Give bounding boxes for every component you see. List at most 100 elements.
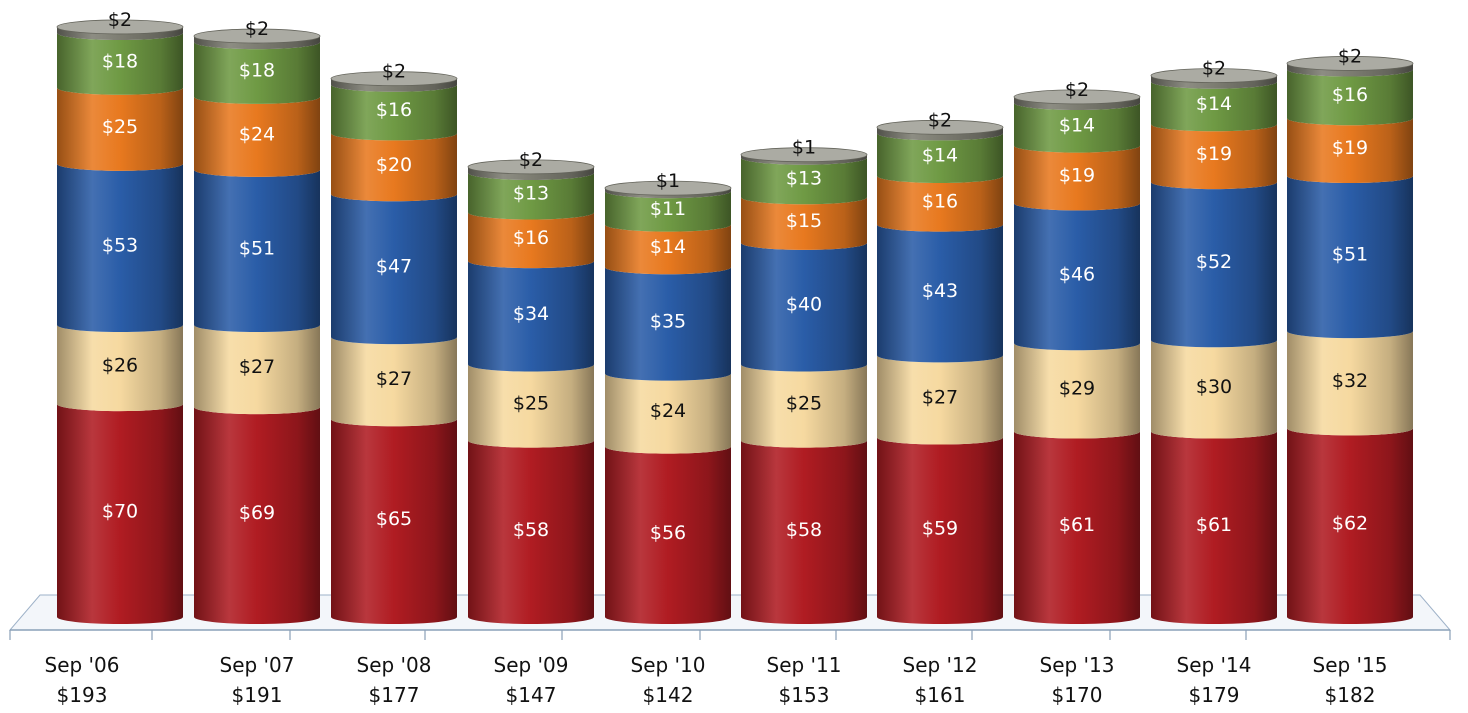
bar-segment bbox=[1014, 102, 1140, 153]
data-label: $1 bbox=[656, 170, 680, 192]
data-label: $14 bbox=[922, 145, 958, 167]
bar-segment bbox=[605, 191, 731, 232]
data-label: $52 bbox=[1196, 251, 1232, 273]
bar-segment bbox=[194, 325, 320, 415]
data-label: $69 bbox=[239, 502, 275, 524]
data-label: $18 bbox=[102, 50, 138, 72]
bar-stack: $69 $27 $51 $24 $18 $2 bbox=[193, 18, 321, 624]
bar-segment bbox=[1287, 69, 1413, 126]
category-label: Sep '13 bbox=[1040, 653, 1115, 677]
total-label: $147 bbox=[506, 683, 557, 707]
bar-stack: $61 $30 $52 $19 $14 $2 bbox=[1150, 58, 1278, 624]
bar-segment bbox=[331, 78, 457, 92]
bar-segment bbox=[468, 172, 594, 220]
data-label: $61 bbox=[1196, 514, 1232, 536]
bar-segment bbox=[1287, 118, 1413, 183]
data-label: $16 bbox=[1332, 84, 1368, 106]
bar-cap bbox=[56, 19, 184, 35]
bar-segment bbox=[1287, 175, 1413, 339]
category-label: Sep '07 bbox=[220, 653, 295, 677]
bar-cap bbox=[1150, 68, 1278, 84]
data-label: $59 bbox=[922, 517, 958, 539]
total-label: $182 bbox=[1325, 683, 1376, 707]
bar-segment bbox=[331, 84, 457, 141]
bar-segment bbox=[1014, 96, 1140, 110]
bar-segment bbox=[741, 364, 867, 448]
data-label: $1 bbox=[792, 137, 816, 159]
data-label: $40 bbox=[786, 294, 822, 316]
bar-cap bbox=[604, 180, 732, 196]
data-label: $26 bbox=[102, 355, 138, 377]
data-label: $24 bbox=[650, 400, 686, 422]
bar-cap bbox=[1286, 56, 1414, 71]
total-label: $179 bbox=[1189, 683, 1240, 707]
bar-segment bbox=[741, 440, 867, 624]
data-label: $51 bbox=[1332, 244, 1368, 266]
data-label: $19 bbox=[1332, 137, 1368, 159]
data-label: $56 bbox=[650, 522, 686, 544]
data-label: $53 bbox=[102, 234, 138, 256]
bar-segment bbox=[194, 407, 320, 624]
bar-segment bbox=[331, 419, 457, 624]
bar-segment bbox=[877, 127, 1003, 141]
bar-segment bbox=[605, 446, 731, 624]
data-label: $27 bbox=[922, 386, 958, 408]
category-label: Sep '06 bbox=[45, 653, 120, 677]
data-label: $14 bbox=[650, 236, 686, 258]
bar-segment bbox=[1014, 203, 1140, 351]
data-label: $61 bbox=[1059, 514, 1095, 536]
total-label: $153 bbox=[779, 683, 830, 707]
data-label: $58 bbox=[513, 519, 549, 541]
bar-cap bbox=[193, 28, 321, 44]
bar-segment bbox=[57, 163, 183, 333]
data-label: $13 bbox=[786, 168, 822, 190]
bar-segment bbox=[1151, 340, 1277, 439]
bar-segment bbox=[57, 33, 183, 95]
category-label: Sep '14 bbox=[1177, 653, 1252, 677]
total-label: $191 bbox=[232, 683, 283, 707]
bar-segment bbox=[1151, 182, 1277, 348]
data-label: $2 bbox=[108, 9, 132, 31]
category-label: Sep '10 bbox=[631, 653, 706, 677]
data-label: $13 bbox=[513, 183, 549, 205]
bar-segment bbox=[605, 373, 731, 454]
bar-segment bbox=[57, 404, 183, 624]
bar-cap bbox=[330, 71, 458, 87]
bar-segment bbox=[741, 242, 867, 372]
bar-segment bbox=[741, 157, 867, 205]
data-label: $25 bbox=[786, 393, 822, 415]
data-label: $46 bbox=[1059, 263, 1095, 285]
bar-stack: $61 $29 $46 $19 $14 $2 bbox=[1013, 79, 1141, 624]
data-label: $18 bbox=[239, 60, 275, 82]
data-label: $24 bbox=[239, 123, 275, 145]
bar-segment bbox=[194, 36, 320, 50]
data-label: $11 bbox=[650, 198, 686, 220]
bars: $70 $26 $53 $25 $18 $2 $69 $27 $51 $24 $18 $2 $65 $27… bbox=[56, 9, 1414, 624]
data-label: $47 bbox=[376, 256, 412, 278]
bar-segment bbox=[741, 197, 867, 250]
bar-segment bbox=[1151, 431, 1277, 624]
data-label: $58 bbox=[786, 519, 822, 541]
x-axis: Sep '06 $193 Sep '07 $191 Sep '08 $177 Sep '09… bbox=[9, 629, 1451, 707]
data-label: $35 bbox=[650, 310, 686, 332]
bar-segment bbox=[468, 364, 594, 448]
data-label: $27 bbox=[239, 356, 275, 378]
bar-segment bbox=[605, 188, 731, 199]
bar-segment bbox=[331, 133, 457, 202]
total-label: $170 bbox=[1052, 683, 1103, 707]
data-label: $70 bbox=[102, 501, 138, 523]
bar-segment bbox=[877, 133, 1003, 183]
total-label: $193 bbox=[57, 683, 108, 707]
data-label: $2 bbox=[245, 18, 269, 40]
bar-segment bbox=[1014, 431, 1140, 624]
bar-segment bbox=[1287, 428, 1413, 624]
bar-stack: $62 $32 $51 $19 $16 $2 bbox=[1286, 45, 1414, 624]
data-label: $14 bbox=[1059, 114, 1095, 136]
total-label: $161 bbox=[915, 683, 966, 707]
bar-segment bbox=[57, 325, 183, 412]
bar-cap bbox=[876, 119, 1004, 135]
data-label: $2 bbox=[519, 149, 543, 171]
data-label: $2 bbox=[382, 61, 406, 83]
bar-stack: $58 $25 $40 $15 $13 $1 bbox=[740, 137, 868, 624]
